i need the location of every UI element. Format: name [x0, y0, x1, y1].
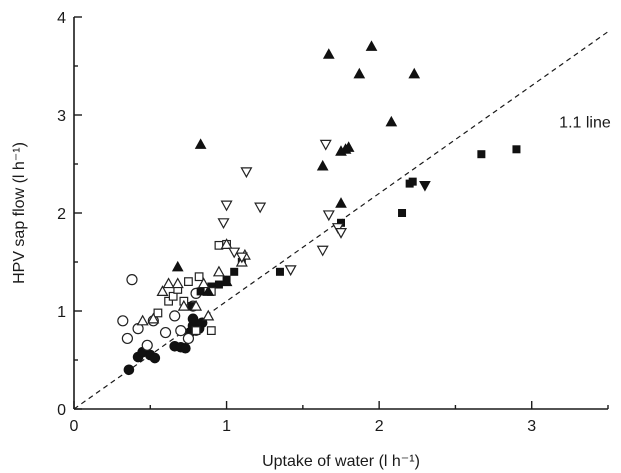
point-filled-triangle-up [202, 285, 215, 296]
point-open-triangle-up [197, 277, 210, 289]
point-open-triangle-up [212, 265, 225, 277]
point-filled-square [214, 280, 223, 289]
point-filled-square [196, 287, 205, 296]
y-tick-label: 3 [57, 108, 66, 125]
point-open-triangle-down [240, 167, 253, 179]
point-open-square [153, 308, 163, 318]
point-filled-triangle-up [385, 115, 398, 127]
point-filled-triangle-up [353, 67, 366, 79]
point-filled-triangle-up [322, 48, 335, 59]
point-open-circle [159, 326, 172, 339]
y-tick-label: 4 [57, 10, 66, 27]
point-filled-triangle-up [408, 67, 421, 79]
point-open-triangle-down [235, 252, 248, 264]
point-filled-square [477, 150, 486, 159]
point-open-triangle-down [322, 210, 335, 222]
axes: 0 1 2 3 0 1 2 3 4 [57, 10, 609, 435]
point-filled-square [230, 267, 239, 276]
point-filled-triangle-up [316, 159, 329, 171]
point-open-circle [121, 332, 134, 345]
point-filled-triangle-up [220, 275, 233, 287]
point-open-triangle-up [202, 309, 215, 321]
point-filled-triangle-up [365, 40, 378, 51]
point-filled-circle [149, 352, 161, 364]
point-open-circle [117, 315, 129, 327]
point-filled-triangle-up [171, 260, 184, 272]
point-open-triangle-up [147, 312, 160, 324]
point-open-triangle-up [177, 299, 190, 311]
point-open-circle [169, 310, 181, 322]
x-tick-label: 3 [527, 418, 536, 435]
point-open-square [206, 326, 216, 335]
point-open-triangle-down [319, 139, 332, 151]
point-open-square [194, 272, 204, 282]
point-open-circle [175, 325, 187, 337]
y-tick-label: 1 [57, 304, 66, 321]
x-tick-label: 0 [70, 418, 79, 435]
y-axis-title: HPV sap flow (l h⁻¹) [11, 142, 28, 284]
point-open-triangle-up [190, 299, 203, 311]
point-open-circle [182, 332, 195, 345]
point-open-square [168, 291, 178, 301]
x-tick-label: 2 [375, 418, 384, 435]
point-filled-circle [123, 364, 135, 376]
point-open-triangle-down [284, 265, 297, 277]
reference-line-label: 1.1 line [559, 115, 611, 132]
point-filled-square [398, 209, 407, 217]
x-tick-label: 1 [222, 418, 231, 435]
point-open-triangle-up [220, 238, 233, 249]
data-points [117, 40, 521, 376]
point-filled-circle [187, 313, 199, 325]
point-open-triangle-down [220, 200, 233, 212]
point-open-triangle-up [171, 277, 184, 289]
point-filled-triangle-up [335, 197, 347, 208]
point-open-circle [126, 274, 138, 286]
point-filled-triangle-down [419, 181, 431, 192]
point-filled-circle [180, 342, 191, 354]
point-open-triangle-down [254, 202, 267, 214]
point-open-triangle-down [217, 218, 230, 230]
point-open-triangle-up [156, 285, 169, 296]
point-filled-square [275, 267, 284, 276]
point-filled-triangle-up [342, 141, 355, 152]
point-open-square [191, 326, 201, 335]
point-open-triangle-up [136, 314, 149, 326]
y-tick-label: 0 [57, 402, 66, 419]
point-filled-square [512, 145, 521, 154]
y-tick-label: 2 [57, 206, 66, 223]
point-open-circle [141, 339, 153, 351]
x-axis-title: Uptake of water (l h⁻¹) [262, 453, 420, 470]
point-open-triangle-up [162, 277, 175, 289]
point-filled-square [408, 177, 417, 186]
point-open-square [164, 296, 173, 306]
point-open-triangle-down [334, 228, 348, 239]
point-open-triangle-down [316, 245, 329, 257]
point-filled-triangle-up [194, 138, 207, 149]
point-open-square [184, 277, 193, 286]
